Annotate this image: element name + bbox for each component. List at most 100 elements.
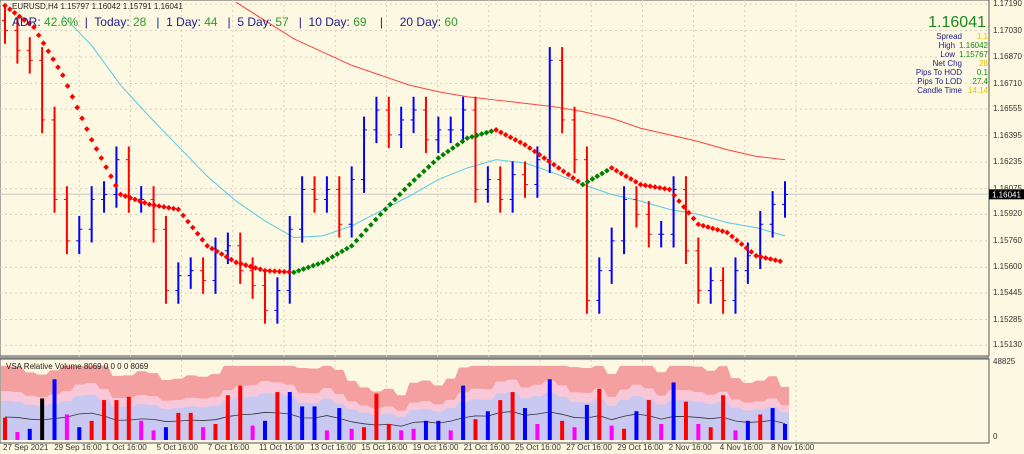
info-row: Spread 1.1 — [900, 32, 988, 41]
date-tick: 1 Oct 16:00 — [105, 443, 147, 452]
trend-ma-dot — [565, 171, 572, 178]
volume-bar — [337, 408, 342, 440]
trend-ma-dot — [709, 225, 716, 232]
price-tick: 1.15600 — [993, 262, 1022, 272]
trend-ma-dot — [445, 148, 451, 155]
date-tick: 11 Oct 16:00 — [259, 443, 305, 452]
trend-ma-dot — [146, 201, 153, 208]
date-tick: 2 Nov 16:00 — [668, 443, 712, 452]
trend-ma-dot — [656, 185, 663, 191]
trend-ma-dot — [469, 133, 475, 140]
volume-bar — [609, 425, 614, 440]
trend-ma-dot — [194, 230, 201, 237]
trend-ma-dot — [478, 131, 485, 137]
trend-ma-dot — [666, 186, 673, 193]
trend-ma-dot — [214, 248, 220, 255]
price-tick: 1.15760 — [993, 235, 1022, 245]
trend-ma-dot — [161, 204, 167, 210]
trend-ma-dot — [719, 228, 726, 235]
slow-ma-line — [235, 1, 786, 161]
volume-bar — [584, 404, 589, 440]
volume-bar — [386, 424, 391, 440]
volume-bar — [225, 395, 230, 440]
trend-ma-dot — [122, 193, 129, 199]
adr-readout: ADR: 42.6% | Today: 28 | 1 Day: 44 | 5 D… — [12, 15, 458, 29]
info-value: 0.1 — [976, 68, 988, 77]
trend-ma-dot — [681, 204, 687, 210]
adr-value: 42.6% — [44, 15, 79, 29]
trend-ma-dot — [334, 251, 341, 257]
volume-bar — [783, 424, 787, 440]
volume-bar — [597, 388, 602, 440]
d20-value: 60 — [444, 15, 458, 29]
info-value: 1.1 — [976, 32, 988, 41]
volume-bar — [523, 408, 527, 440]
info-value: 28 — [979, 59, 988, 68]
volume-bar — [176, 412, 181, 440]
date-tick: 21 Oct 16:00 — [463, 443, 510, 452]
volume-bar — [151, 430, 156, 440]
trend-ma-dot — [127, 194, 134, 201]
trend-ma-dot — [531, 148, 538, 155]
volume-bar — [126, 396, 131, 440]
trend-ma-dot — [79, 115, 85, 122]
trend-ma-dot — [493, 127, 499, 133]
trend-ma-dot — [300, 266, 307, 272]
date-tick: 4 Nov 16:00 — [719, 443, 763, 452]
trend-ma-dot — [618, 170, 625, 177]
trend-ma-dot — [358, 232, 365, 239]
info-row: Low 1.15767 — [900, 50, 988, 59]
today-label: Today: — [94, 15, 130, 29]
trend-ma-dot — [584, 178, 591, 185]
trend-ma-dot — [748, 249, 755, 255]
volume-bar — [572, 427, 577, 440]
trend-ma-dot — [21, 17, 28, 23]
trend-ma-dot — [483, 129, 490, 136]
trend-ma-dot — [406, 181, 413, 188]
volume-bar — [139, 420, 144, 440]
chart-header: EURUSD,H4 1.15797 1.16042 1.15791 1.1604… — [12, 2, 183, 11]
info-row: Candle Time 14:14 — [900, 86, 988, 95]
volume-bar — [77, 427, 82, 440]
price-tick: 1.16710 — [993, 78, 1022, 88]
trend-ma-dot — [286, 269, 292, 275]
volume-bar — [721, 395, 726, 440]
trend-ma-dot — [474, 132, 480, 139]
trend-ma-dot — [613, 167, 620, 174]
trend-ma-dot — [387, 201, 394, 208]
trend-ma-dot — [64, 83, 71, 89]
price-tick: 1.17190 — [993, 0, 1022, 8]
volume-bar — [399, 430, 404, 440]
trend-ma-dot — [555, 165, 562, 171]
trend-ma-dot — [671, 192, 678, 199]
trend-ma-dot — [589, 176, 596, 182]
trend-ma-dot — [604, 167, 610, 174]
current-price: 1.16041 — [928, 14, 986, 31]
trend-ma-dot — [353, 237, 360, 244]
volume-bar — [659, 424, 664, 440]
price-tick: 1.15285 — [993, 314, 1022, 324]
volume-bar — [40, 398, 45, 440]
date-tick: 27 Oct 16:00 — [566, 443, 612, 452]
volume-bar — [758, 414, 763, 440]
trend-ma-dot — [377, 211, 384, 218]
info-label: Spread — [936, 32, 962, 41]
trend-ma-dot — [734, 237, 740, 244]
volume-bar — [64, 414, 69, 440]
trend-ma-dot — [570, 175, 576, 181]
trend-ma-dot — [498, 129, 504, 136]
trend-ma-dot — [223, 254, 230, 260]
ohlc-values: 1.15797 1.16042 1.15791 1.16041 — [60, 2, 183, 11]
volume-bar — [708, 427, 713, 440]
today-value: 28 — [133, 15, 147, 29]
trend-ma-dot — [546, 158, 552, 165]
price-tick: 1.16870 — [993, 52, 1022, 61]
info-label: Pips To LOD — [917, 77, 962, 86]
info-value: 1.16042 — [959, 41, 988, 50]
volume-bar — [622, 428, 627, 440]
trend-ma-dot — [238, 260, 244, 267]
trend-ma-dot — [59, 72, 66, 79]
info-label: Candle Time — [917, 86, 962, 95]
volume-bar — [436, 420, 441, 440]
